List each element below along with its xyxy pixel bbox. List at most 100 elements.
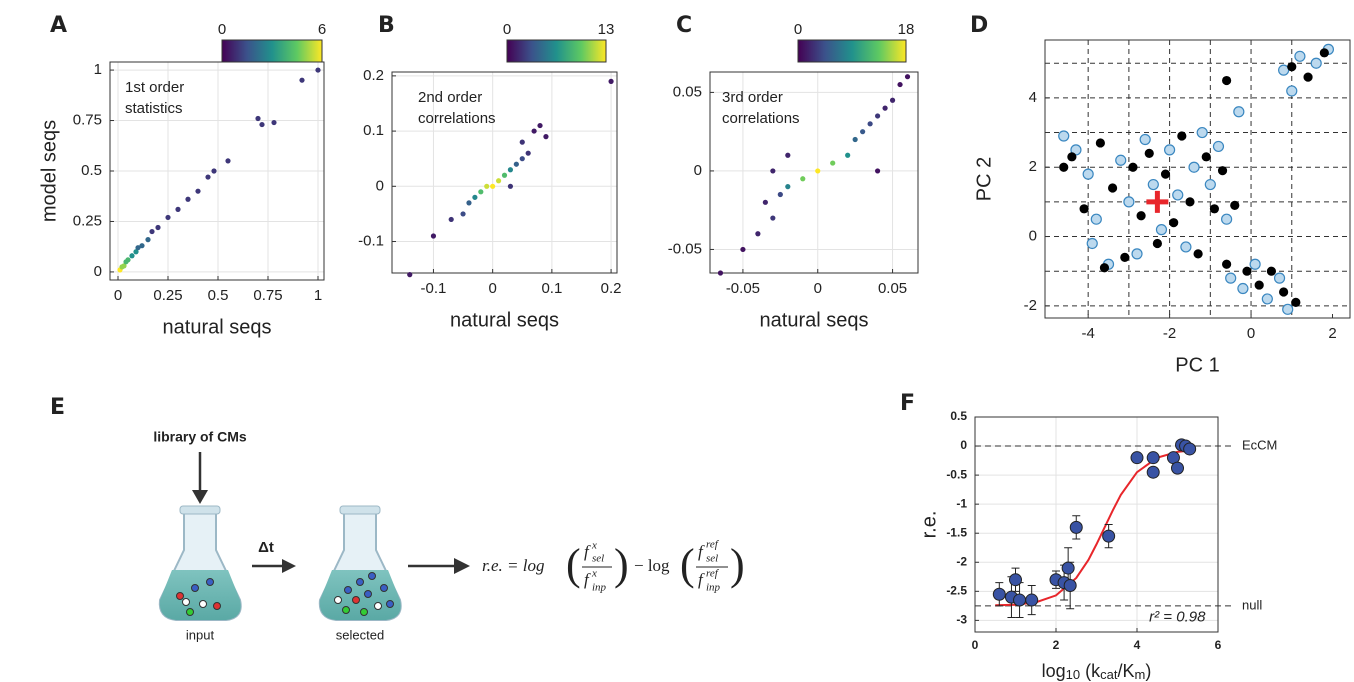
point bbox=[1254, 280, 1264, 290]
point bbox=[155, 224, 161, 231]
x-axis-label-part: cat bbox=[1100, 667, 1118, 682]
panel-label: E bbox=[50, 395, 65, 420]
x-tick-label: 0.75 bbox=[253, 287, 282, 304]
point bbox=[133, 249, 139, 255]
panel-label: D bbox=[970, 13, 988, 38]
point bbox=[472, 194, 478, 200]
paren: ) bbox=[614, 540, 629, 589]
point bbox=[1319, 48, 1329, 58]
panel-label: C bbox=[676, 13, 692, 38]
x-tick-label: 0 bbox=[488, 280, 496, 297]
y-axis-label: PC 2 bbox=[973, 157, 995, 201]
point bbox=[1180, 241, 1192, 253]
eq-sup: x bbox=[591, 568, 597, 580]
point bbox=[1082, 168, 1094, 180]
point bbox=[185, 196, 191, 202]
x-axis-label: natural seqs bbox=[163, 316, 272, 338]
point bbox=[145, 237, 151, 243]
point bbox=[1058, 130, 1070, 142]
colorbar bbox=[797, 39, 907, 63]
point bbox=[1009, 573, 1022, 587]
point bbox=[770, 168, 776, 174]
point bbox=[129, 253, 135, 259]
point bbox=[315, 67, 321, 73]
y-tick-label: 2 bbox=[1029, 158, 1037, 175]
colorbar-tick-label: 13 bbox=[598, 21, 615, 38]
x-axis-label-part: (k bbox=[1080, 661, 1101, 681]
y-tick-label: 0.05 bbox=[673, 83, 702, 100]
y-tick-label: 4 bbox=[1029, 89, 1037, 106]
panel-label: F bbox=[900, 391, 915, 416]
point bbox=[259, 121, 265, 128]
plot-area bbox=[392, 72, 617, 273]
eq-sup: ref bbox=[706, 568, 720, 580]
plot-area bbox=[710, 72, 918, 273]
point bbox=[165, 214, 171, 221]
point bbox=[860, 129, 866, 135]
point bbox=[1282, 303, 1294, 315]
point bbox=[1123, 196, 1135, 208]
point bbox=[800, 176, 806, 182]
point bbox=[1196, 126, 1208, 139]
point bbox=[1130, 451, 1144, 465]
point bbox=[1222, 75, 1232, 86]
x-tick-label: 2 bbox=[1053, 638, 1060, 652]
input-label: input bbox=[186, 627, 215, 642]
arrowhead bbox=[282, 559, 296, 573]
y-tick-label: 0.5 bbox=[950, 409, 967, 423]
point bbox=[1115, 154, 1127, 166]
point bbox=[1266, 266, 1277, 276]
y-tick-label: -2 bbox=[956, 554, 967, 568]
eq-sup: x bbox=[591, 540, 597, 552]
point bbox=[1139, 133, 1151, 146]
x-tick-label: 0 bbox=[814, 280, 822, 297]
x-axis-label: PC 1 bbox=[1175, 354, 1219, 376]
eq-lhs: r.e. = log bbox=[482, 556, 544, 575]
y-tick-label: -0.1 bbox=[358, 232, 384, 249]
annotation: correlations bbox=[418, 110, 496, 127]
point bbox=[1291, 297, 1301, 308]
colorbar-tick-label: 0 bbox=[794, 21, 802, 38]
point bbox=[830, 160, 836, 166]
x-tick-label: 0.1 bbox=[541, 280, 562, 297]
point bbox=[1152, 238, 1162, 249]
point bbox=[139, 243, 145, 249]
point bbox=[1237, 282, 1249, 295]
annotation: statistics bbox=[125, 100, 183, 117]
panel-label: A bbox=[50, 13, 67, 38]
x-tick-label: 0.2 bbox=[601, 280, 622, 297]
point bbox=[225, 158, 231, 164]
annotation: 2nd order bbox=[418, 89, 482, 106]
point bbox=[785, 152, 791, 158]
point bbox=[1144, 148, 1154, 158]
x-axis-label-part: /K bbox=[1117, 661, 1134, 681]
point bbox=[1131, 248, 1143, 260]
arrowhead bbox=[454, 558, 470, 574]
point bbox=[608, 78, 614, 84]
point bbox=[1061, 561, 1075, 575]
y-tick-label: -2.5 bbox=[946, 583, 967, 597]
y-tick-label: 0.25 bbox=[73, 212, 102, 229]
point bbox=[897, 81, 903, 88]
y-tick-label: 0 bbox=[94, 263, 102, 280]
point bbox=[1217, 166, 1228, 176]
point bbox=[1102, 529, 1116, 543]
point bbox=[1222, 259, 1232, 269]
x-tick-label: 1 bbox=[314, 287, 322, 304]
point bbox=[1147, 178, 1159, 191]
point bbox=[430, 233, 437, 239]
point bbox=[740, 246, 746, 253]
y-tick-label: -1 bbox=[956, 496, 967, 510]
point bbox=[992, 587, 1006, 601]
point bbox=[1172, 189, 1184, 201]
x-axis-label: natural seqs bbox=[450, 309, 559, 331]
colorbar bbox=[221, 39, 323, 63]
point bbox=[1090, 213, 1102, 225]
point bbox=[1146, 451, 1160, 465]
x-tick-label: -2 bbox=[1163, 325, 1176, 342]
x-tick-label: 0 bbox=[1247, 325, 1255, 342]
point bbox=[1128, 162, 1138, 172]
point bbox=[1183, 442, 1197, 456]
